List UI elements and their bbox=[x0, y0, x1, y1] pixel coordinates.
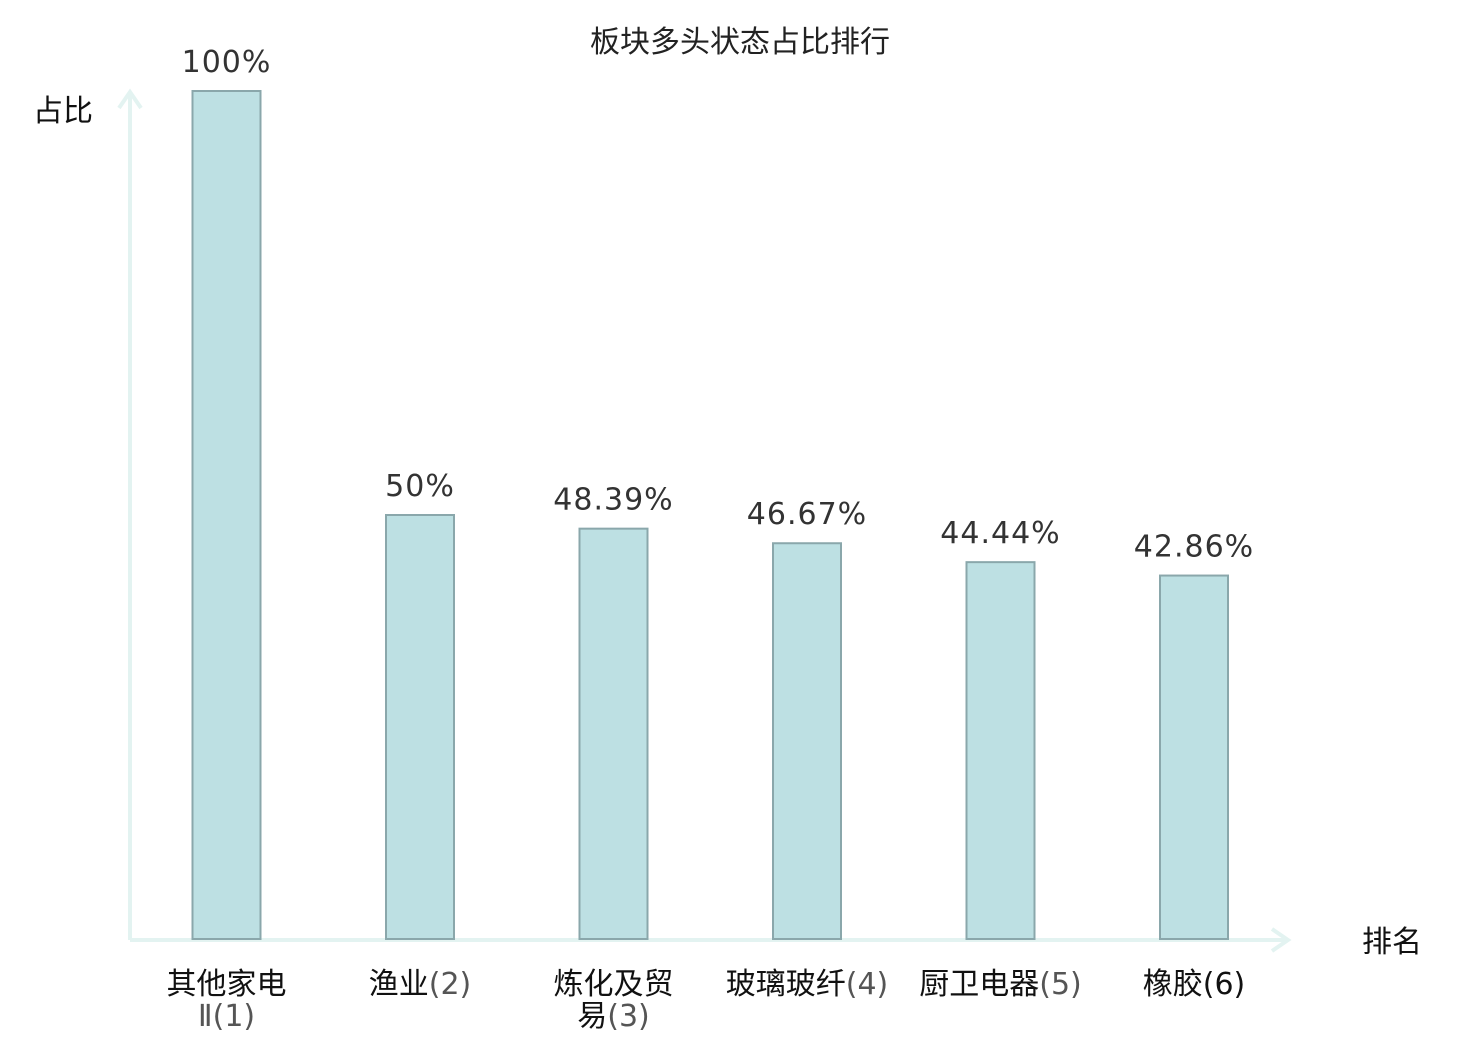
x-axis bbox=[130, 927, 1292, 953]
value-label-5: 44.44% bbox=[940, 516, 1060, 551]
category-rank: (3) bbox=[607, 999, 650, 1034]
bar-4 bbox=[772, 542, 842, 940]
category-label-1-line-2: Ⅱ(1) bbox=[198, 999, 255, 1034]
bar-6 bbox=[1159, 574, 1229, 940]
category-name: 炼化及贸 bbox=[554, 967, 674, 1002]
value-label-1: 100% bbox=[182, 45, 272, 80]
bars-group bbox=[191, 90, 1229, 940]
category-name: 其他家电 bbox=[167, 967, 287, 1002]
bar-2 bbox=[385, 514, 455, 940]
bar-3 bbox=[578, 527, 649, 940]
value-labels-group: 100% 50% 48.39% 46.67% 44.44% 42.86% bbox=[182, 45, 1254, 565]
value-label-6: 42.86% bbox=[1134, 530, 1254, 565]
value-label-4: 46.67% bbox=[747, 497, 867, 532]
bar-5 bbox=[965, 561, 1036, 940]
category-label-4-line-1: 玻璃玻纤(4) bbox=[726, 967, 889, 1002]
y-axis-label: 占比 bbox=[33, 94, 93, 129]
category-rank: (6) bbox=[1203, 967, 1246, 1002]
value-label-3: 48.39% bbox=[553, 483, 673, 518]
category-name: 渔业 bbox=[369, 967, 429, 1002]
category-label-5-line-1: 厨卫电器(5) bbox=[919, 967, 1082, 1002]
category-label-2-line-1: 渔业(2) bbox=[369, 967, 472, 1002]
category-rank: (5) bbox=[1039, 967, 1082, 1002]
value-label-2: 50% bbox=[385, 469, 455, 504]
bar-1 bbox=[191, 90, 262, 940]
category-label-6-line-1: 橡胶(6) bbox=[1143, 967, 1246, 1002]
y-axis bbox=[117, 88, 143, 940]
category-name: 厨卫电器 bbox=[919, 967, 1039, 1002]
category-name: 橡胶 bbox=[1143, 967, 1203, 1002]
category-label-1-line-1: 其他家电 bbox=[167, 967, 287, 1002]
category-name: 易 bbox=[577, 999, 607, 1034]
x-axis-label: 排名 bbox=[1362, 925, 1422, 960]
category-rank: (2) bbox=[429, 967, 472, 1002]
category-rank: Ⅱ(1) bbox=[198, 999, 255, 1034]
chart-title: 板块多头状态占比排行 bbox=[590, 25, 890, 60]
category-label-3-line-1: 炼化及贸 bbox=[554, 967, 674, 1002]
category-label-3-line-2: 易(3) bbox=[577, 999, 650, 1034]
category-rank: (4) bbox=[846, 967, 889, 1002]
category-name: 玻璃玻纤 bbox=[726, 967, 846, 1002]
